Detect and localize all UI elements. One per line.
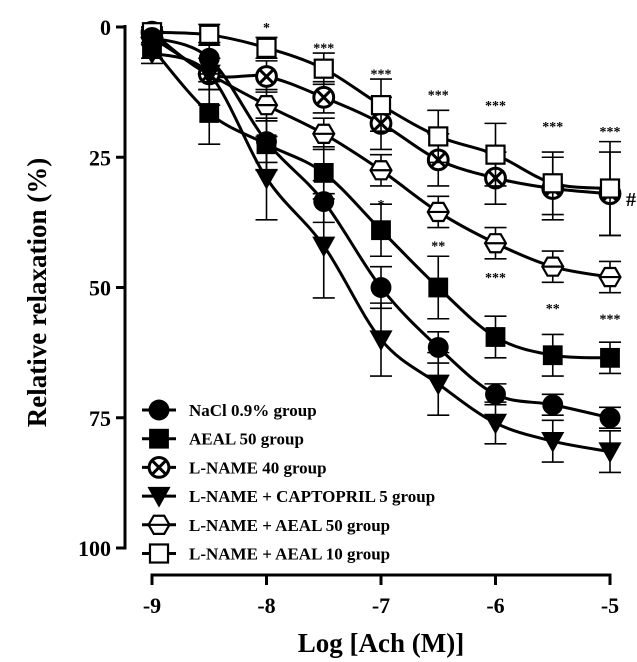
data-point — [483, 233, 508, 254]
legend-label: L-NAME + CAPTOPRIL 5 group — [189, 487, 435, 506]
significance-mark: * — [378, 198, 385, 213]
data-point — [370, 277, 392, 298]
data-point — [255, 65, 278, 88]
significance-mark: *** — [428, 89, 449, 104]
data-point — [254, 168, 279, 190]
data-point — [428, 126, 449, 147]
x-tick-label: -5 — [601, 593, 619, 618]
x-tick-label: -6 — [486, 593, 504, 618]
data-point — [369, 160, 393, 181]
data-point — [369, 330, 393, 352]
series-line — [151, 35, 611, 420]
data-point — [312, 236, 336, 258]
data-point — [598, 266, 622, 288]
hash-mark: # — [626, 189, 636, 211]
significance-mark: *** — [542, 120, 563, 135]
data-point — [483, 413, 508, 435]
circle-x-stroke — [315, 89, 332, 106]
significance-mark: *** — [485, 99, 506, 114]
significance-mark: *** — [313, 42, 334, 57]
legend-label: L-NAME 40 group — [189, 458, 327, 477]
significance-mark: * — [263, 21, 270, 36]
legend-label: NaCl 0.9% group — [189, 401, 317, 420]
significance-mark: ** — [546, 302, 560, 317]
data-point — [599, 407, 621, 429]
legend-label: AEAL 50 group — [189, 430, 304, 449]
legend-marker — [147, 514, 171, 535]
data-point — [485, 327, 506, 347]
legend-marker — [147, 456, 171, 479]
significance-mark: *** — [485, 271, 506, 286]
y-tick-label: 100 — [78, 536, 111, 561]
x-ticks: -9 -8 -7 -6 -5 — [143, 575, 619, 618]
legend-item: NaCl 0.9% group — [142, 399, 317, 421]
data-point — [541, 256, 565, 277]
circle-x-stroke — [151, 459, 167, 476]
data-point — [312, 85, 336, 109]
data-point — [599, 178, 621, 199]
significance-mark: *** — [371, 68, 392, 83]
data-point — [485, 144, 506, 165]
legend: NaCl 0.9% group AEAL 50 group L-NAME 40 gr… — [142, 399, 435, 564]
data-point — [542, 394, 564, 416]
data-point — [541, 431, 565, 453]
data-point — [542, 173, 563, 194]
data-point — [600, 347, 620, 368]
legend-marker — [148, 399, 170, 421]
legend-marker — [149, 428, 169, 449]
y-axis-title: Relative relaxation (%) — [22, 158, 52, 427]
y-tick-label: 25 — [89, 145, 111, 170]
plot-area — [140, 20, 622, 474]
legend-item: L-NAME + CAPTOPRIL 5 group — [142, 486, 435, 508]
series-line — [151, 51, 611, 454]
data-point — [140, 43, 164, 65]
data-point — [199, 103, 220, 123]
series-4 — [140, 41, 622, 474]
x-tick-label: -7 — [372, 593, 390, 618]
significance-mark: *** — [600, 313, 621, 328]
y-tick-label: 50 — [89, 276, 111, 301]
legend-label: L-NAME + AEAL 50 group — [189, 516, 390, 535]
data-point — [371, 220, 391, 241]
legend-item: L-NAME + AEAL 50 group — [142, 514, 390, 535]
data-point — [426, 201, 450, 223]
data-point — [199, 24, 220, 45]
significance-annotations: **************** **************# — [263, 21, 636, 328]
data-point — [197, 64, 221, 86]
data-point — [426, 374, 450, 396]
x-tick-label: -9 — [143, 593, 161, 618]
data-point — [542, 345, 563, 366]
legend-marker — [147, 486, 171, 508]
data-point — [428, 277, 449, 298]
legend-item: L-NAME 40 group — [142, 456, 327, 479]
legend-item: AEAL 50 group — [142, 428, 304, 449]
data-point — [485, 383, 506, 405]
legend-label: L-NAME + AEAL 10 group — [189, 545, 390, 564]
data-point — [312, 123, 336, 144]
legend-marker — [148, 543, 170, 564]
legend-item: L-NAME + AEAL 10 group — [142, 543, 390, 564]
y-ticks: 0 25 50 75 100 — [78, 15, 125, 561]
series-2 — [141, 36, 621, 377]
y-tick-label: 0 — [100, 15, 111, 40]
data-point — [313, 162, 334, 183]
significance-mark: ** — [431, 240, 445, 255]
y-tick-label: 75 — [89, 406, 111, 431]
data-point — [313, 58, 334, 79]
significance-mark: *** — [600, 125, 621, 140]
data-point — [256, 37, 277, 58]
circle-x-stroke — [258, 68, 275, 85]
x-tick-label: -8 — [257, 593, 275, 618]
x-axis-title: Log [Ach (M)] — [298, 628, 464, 658]
data-point — [254, 94, 279, 116]
data-point — [370, 95, 392, 116]
data-point — [598, 442, 622, 464]
